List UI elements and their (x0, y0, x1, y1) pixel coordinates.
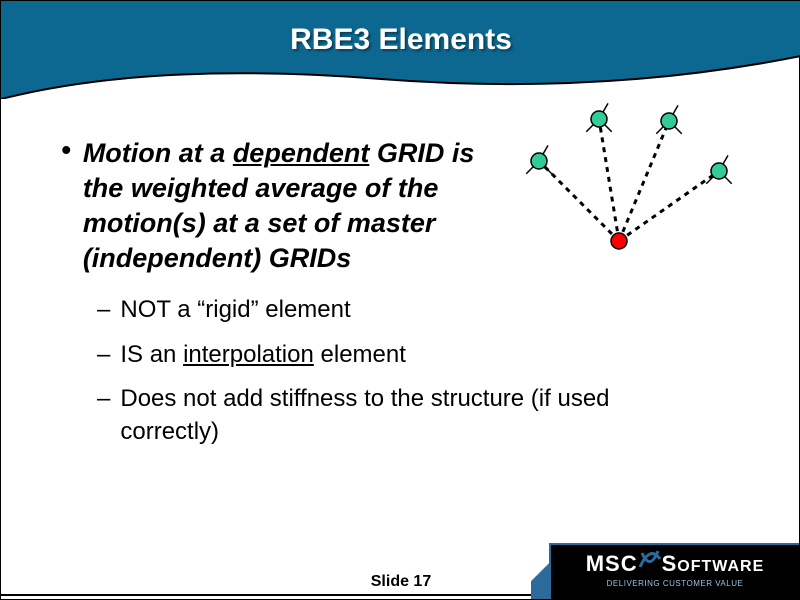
dash-marker: – (97, 383, 110, 415)
bullet-marker: • (61, 133, 71, 167)
slide-title: RBE3 Elements (1, 23, 800, 57)
logo-tagline: DELIVERING CUSTOMER VALUE (551, 579, 799, 588)
main-bullet: • Motion at a dependent GRID is the weig… (61, 136, 491, 276)
dash-marker: – (97, 339, 110, 371)
rbe3-diagram (509, 101, 769, 281)
sub-bullet-text: NOT a “rigid” element (120, 294, 350, 326)
msc-logo: MSC SOFTWARE DELIVERING CUSTOMER VALUE (549, 543, 799, 599)
content-area: • Motion at a dependent GRID is the weig… (61, 136, 491, 460)
sub-bullet-text: IS an interpolation element (120, 339, 406, 371)
main-bullet-text: Motion at a dependent GRID is the weight… (83, 136, 491, 276)
logo-msc: MSC (586, 551, 638, 577)
dash-marker: – (97, 294, 110, 326)
text-segment: Motion at a (83, 138, 233, 168)
sub-bullet: – Does not add stiffness to the structur… (97, 383, 657, 448)
underlined-term: interpolation (183, 341, 314, 368)
sub-bullet-list: – NOT a “rigid” element – IS an interpol… (97, 294, 657, 448)
text-segment: IS an (120, 341, 183, 368)
logo-text: MSC SOFTWARE (551, 545, 799, 577)
sub-bullet-text: Does not add stiffness to the structure … (120, 383, 657, 448)
text-segment: element (314, 341, 406, 368)
logo-swoosh-icon (638, 551, 662, 571)
sub-bullet: – NOT a “rigid” element (97, 294, 657, 326)
underlined-term: dependent (233, 138, 370, 168)
sub-bullet: – IS an interpolation element (97, 339, 657, 371)
logo-software: SOFTWARE (662, 551, 765, 577)
